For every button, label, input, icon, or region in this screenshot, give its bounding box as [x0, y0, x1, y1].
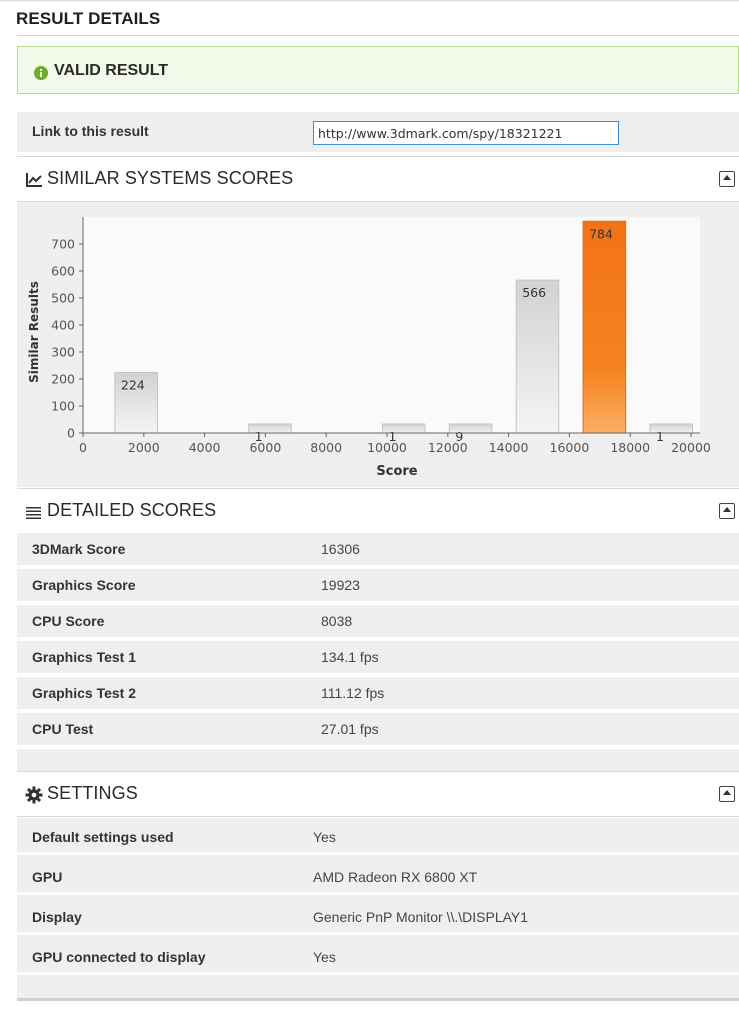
- line-chart-icon: [26, 173, 42, 187]
- scores-spacer: [17, 749, 739, 771]
- x-tick-label: 20000: [671, 440, 711, 455]
- similar-systems-title: SIMILAR SYSTEMS SCORES: [47, 168, 294, 188]
- settings-header: SETTINGS: [17, 771, 739, 817]
- bar: [515, 279, 560, 434]
- y-tick-label: 500: [51, 290, 75, 305]
- score-row: Graphics Test 2 111.12 fps: [17, 677, 739, 709]
- page-title: RESULT DETAILS: [16, 9, 161, 28]
- y-axis-title: Similar Results: [27, 281, 41, 383]
- bottom-divider: [17, 998, 739, 1001]
- setting-label: GPU connected to display: [32, 949, 206, 965]
- settings-row: Display Generic PnP Monitor \\.\DISPLAY1: [17, 898, 739, 935]
- gear-icon: [25, 786, 43, 804]
- score-row: Graphics Test 1 134.1 fps: [17, 641, 739, 673]
- score-label: Graphics Score: [32, 577, 136, 593]
- setting-value: Generic PnP Monitor \\.\DISPLAY1: [313, 909, 529, 925]
- info-icon: [34, 66, 48, 80]
- y-tick-label: 100: [51, 398, 75, 413]
- similar-systems-chart: 224 1 1 9 566 784 1 0 100 200 300 400 500 600 700 0 2000…: [17, 202, 739, 487]
- score-label: Graphics Test 2: [32, 685, 137, 701]
- score-value: 27.01 fps: [321, 721, 379, 737]
- bar-value-label: 224: [121, 378, 145, 393]
- y-tick-label: 300: [51, 344, 75, 359]
- y-tick-label: 700: [51, 236, 75, 251]
- y-tick-label: 0: [67, 426, 75, 441]
- bar-value-label: 9: [455, 429, 463, 444]
- x-tick-label: 0: [79, 440, 87, 455]
- score-row: Graphics Score 19923: [17, 569, 739, 601]
- x-tick-label: 8000: [310, 440, 342, 455]
- score-label: CPU Test: [32, 721, 94, 737]
- title-divider: [17, 35, 739, 36]
- settings-row: Default settings used Yes: [17, 818, 739, 855]
- score-value: 16306: [321, 541, 360, 557]
- setting-value: AMD Radeon RX 6800 XT: [313, 869, 478, 885]
- score-value: 19923: [321, 577, 360, 593]
- bar: [114, 372, 158, 434]
- x-tick-label: 12000: [428, 440, 468, 455]
- detailed-scores-list: 3DMark Score 16306 Graphics Score 19923 …: [17, 533, 739, 749]
- score-row: CPU Test 27.01 fps: [17, 713, 739, 745]
- bar-value-label: 1: [388, 429, 396, 444]
- score-label: Graphics Test 1: [32, 649, 137, 665]
- score-label: CPU Score: [32, 613, 105, 629]
- x-tick-label: 14000: [489, 440, 529, 455]
- x-tick-label: 4000: [189, 440, 221, 455]
- settings-row: GPU AMD Radeon RX 6800 XT: [17, 858, 739, 895]
- bar-value-label: 784: [589, 226, 613, 241]
- x-tick-label: 6000: [249, 440, 281, 455]
- detailed-scores-header: DETAILED SCORES: [17, 488, 739, 534]
- x-axis-title: Score: [376, 464, 417, 479]
- setting-label: Display: [32, 909, 82, 925]
- collapse-similar-button[interactable]: [719, 171, 735, 187]
- y-tick-label: 200: [51, 371, 75, 386]
- valid-result-banner: VALID RESULT: [17, 46, 739, 94]
- x-tick-label: 16000: [550, 440, 590, 455]
- bar-value-label: 566: [522, 285, 546, 300]
- setting-value: Yes: [313, 949, 336, 965]
- settings-title: SETTINGS: [47, 783, 138, 803]
- top-rule: [0, 0, 739, 2]
- setting-label: Default settings used: [32, 829, 174, 845]
- similar-systems-header: SIMILAR SYSTEMS SCORES: [17, 156, 739, 202]
- x-tick-label: 18000: [610, 440, 650, 455]
- score-value: 134.1 fps: [321, 649, 379, 665]
- valid-result-text: VALID RESULT: [54, 62, 169, 79]
- score-row: 3DMark Score 16306: [17, 533, 739, 565]
- settings-list: Default settings used Yes GPU AMD Radeon…: [17, 818, 739, 998]
- score-label: 3DMark Score: [32, 541, 126, 557]
- score-value: 111.12 fps: [321, 685, 385, 701]
- score-value: 8038: [321, 613, 353, 629]
- result-link-label: Link to this result: [32, 123, 149, 139]
- x-tick-label: 2000: [128, 440, 160, 455]
- x-tick-label: 10000: [367, 440, 407, 455]
- bar-value-label: 1: [656, 429, 664, 444]
- result-link-row: Link to this result: [17, 112, 739, 152]
- collapse-detailed-button[interactable]: [719, 503, 735, 519]
- collapse-settings-button[interactable]: [719, 786, 735, 802]
- score-row: CPU Score 8038: [17, 605, 739, 637]
- bar-value-label: 1: [255, 429, 263, 444]
- settings-row: GPU connected to display Yes: [17, 938, 739, 975]
- setting-label: GPU: [32, 869, 63, 885]
- highlighted-bar: [582, 220, 627, 434]
- result-link-input[interactable]: [313, 121, 619, 145]
- setting-value: Yes: [313, 829, 336, 845]
- y-tick-label: 400: [51, 317, 75, 332]
- y-tick-label: 600: [51, 263, 75, 278]
- chart-svg: 224 1 1 9 566 784 1 0 100 200 300 400 500 600 700 0 2000…: [27, 217, 711, 479]
- list-icon: [26, 507, 41, 519]
- detailed-scores-title: DETAILED SCORES: [47, 500, 217, 520]
